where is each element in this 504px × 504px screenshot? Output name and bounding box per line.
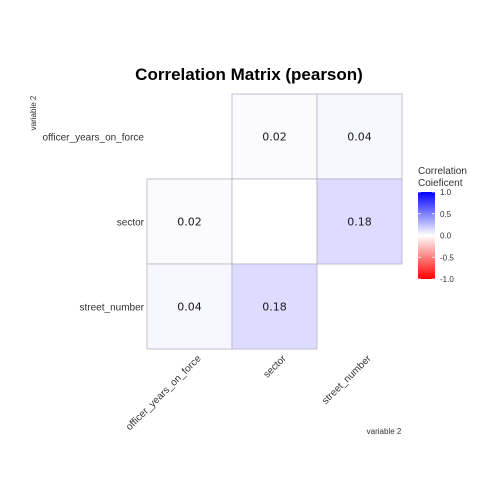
legend-tick-label: 0.5	[440, 210, 452, 219]
heatmap-cell-street_number-sector	[231, 263, 318, 350]
legend-title-line-1: Correlation	[418, 166, 467, 177]
heatmap-cells: 0.02 0.04 0.02 0.18 0.04 0.18	[146, 93, 403, 350]
x-axis-label: variable 2	[367, 427, 402, 436]
y-axis-label: variable 2	[29, 95, 38, 130]
cell-value-label: 0.02	[177, 216, 202, 229]
legend-tick-label: -0.5	[440, 253, 454, 262]
cell-value-label: 0.04	[347, 131, 372, 144]
heatmap-cell-sector-sector	[231, 178, 318, 265]
legend-tick-label: 0.0	[440, 232, 452, 241]
cell-value-label: 0.04	[177, 301, 202, 314]
x-tick-labels: officer_years_on_force sector street_numbe…	[124, 353, 374, 433]
heatmap-cell-street_number-officer_years_on_force	[146, 263, 233, 350]
chart-title: Correlation Matrix (pearson)	[135, 65, 363, 84]
legend-ticks: 1.0 0.5 0.0 -0.5 -1.0	[418, 188, 454, 284]
y-tick-label: officer_years_on_force	[42, 133, 144, 144]
legend: Correlation Coieficent 1.0 0.5 0.0 -0.5 -1.0	[418, 166, 467, 284]
heatmap-cell-sector-street_number	[316, 178, 403, 265]
heatmap-cell-officer_years_on_force-street_number	[316, 93, 403, 180]
cell-value-label: 0.02	[262, 131, 287, 144]
x-tick-label: sector	[262, 353, 290, 381]
cell-value-label: 0.18	[347, 216, 372, 229]
legend-title-line-2: Coieficent	[418, 178, 463, 189]
x-tick-label: street_number	[320, 353, 374, 407]
legend-colorbar	[418, 192, 435, 279]
legend-tick-label: 1.0	[440, 188, 452, 197]
heatmap-cell-sector-officer_years_on_force	[146, 178, 233, 265]
y-tick-label: sector	[117, 218, 145, 229]
legend-tick-label: -1.0	[440, 275, 454, 284]
heatmap-cell-officer_years_on_force-sector	[231, 93, 318, 180]
cell-value-label: 0.18	[262, 301, 287, 314]
y-tick-label: street_number	[80, 303, 145, 314]
x-tick-label: officer_years_on_force	[124, 353, 204, 433]
